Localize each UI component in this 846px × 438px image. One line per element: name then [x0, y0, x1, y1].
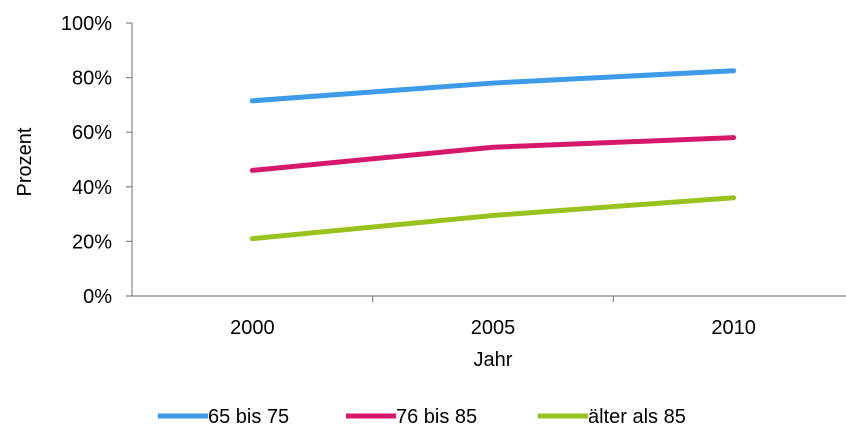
series-line-2 [249, 135, 737, 173]
legend: 65 bis 75 76 bis 85 älter als 85 [158, 406, 686, 428]
y-tick-label: 20% [72, 231, 112, 253]
y-tick-labels: 0% 20% 40% 60% 80% 100% [61, 13, 112, 308]
y-tick-label: 40% [72, 177, 112, 199]
x-tick-label: 2005 [471, 317, 516, 339]
series-line-1 [249, 68, 737, 104]
y-tick-label: 80% [72, 68, 112, 90]
x-tick-label: 2000 [230, 317, 275, 339]
series-lines [249, 68, 737, 242]
legend-label: 65 bis 75 [208, 406, 289, 428]
y-tick-label: 60% [72, 122, 112, 144]
legend-label: 76 bis 85 [396, 406, 477, 428]
x-tick-labels: 2000 2005 2010 [230, 317, 756, 339]
legend-label: älter als 85 [588, 406, 686, 428]
series-line-3 [249, 195, 737, 242]
x-tick-label: 2010 [711, 317, 756, 339]
y-axis-title: Prozent [14, 127, 36, 196]
axes [126, 22, 846, 302]
x-axis-title: Jahr [474, 349, 513, 371]
y-tick-label: 100% [61, 13, 112, 35]
y-tick-label: 0% [83, 286, 112, 308]
